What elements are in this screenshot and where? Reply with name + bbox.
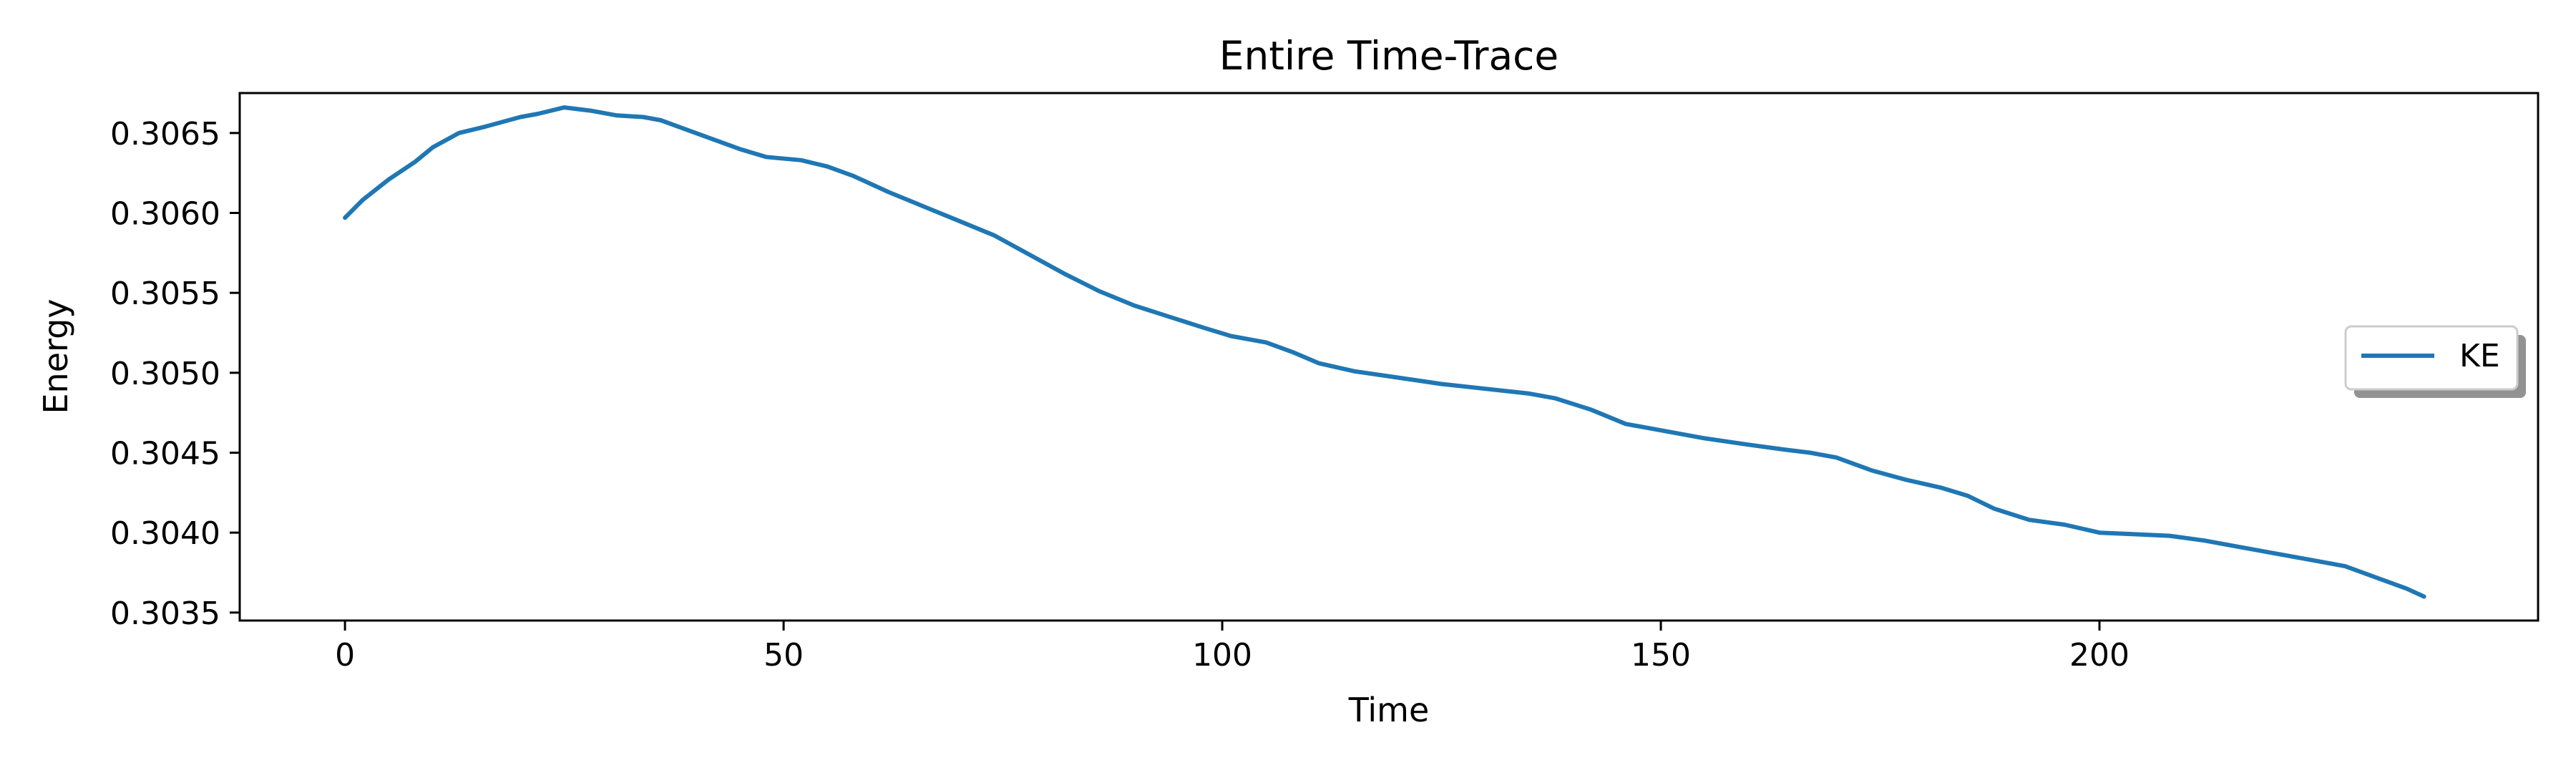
series-line-0	[343, 105, 2426, 599]
y-tick-label: 0.3040	[110, 515, 220, 552]
x-tick-label: 50	[763, 637, 804, 674]
x-axis-label: Time	[1348, 691, 1430, 729]
y-tick-label: 0.3050	[110, 356, 220, 392]
x-tick-label: 0	[335, 637, 355, 674]
y-tick-label: 0.3060	[110, 196, 220, 233]
chart-title: Entire Time-Trace	[1219, 33, 1558, 79]
plot-frame	[238, 92, 2540, 622]
y-tick-label: 0.3045	[110, 436, 220, 472]
y-axis: 0.3035 0.3040 0.3045 0.3050 0.3055 0.3060 0.30…	[110, 116, 240, 632]
x-tick-label: 200	[2069, 637, 2129, 674]
legend: KE	[2344, 325, 2526, 398]
x-tick-label: 150	[1631, 637, 1691, 674]
series-layer	[343, 105, 2426, 599]
x-tick-label: 100	[1192, 637, 1252, 674]
y-tick-label: 0.3035	[110, 595, 220, 632]
y-axis-label: Energy	[36, 298, 75, 414]
x-axis: 0 50 100 150 200	[335, 621, 2129, 674]
y-tick-label: 0.3065	[110, 116, 220, 152]
legend-label: KE	[2459, 338, 2500, 374]
y-tick-label: 0.3055	[110, 276, 220, 312]
